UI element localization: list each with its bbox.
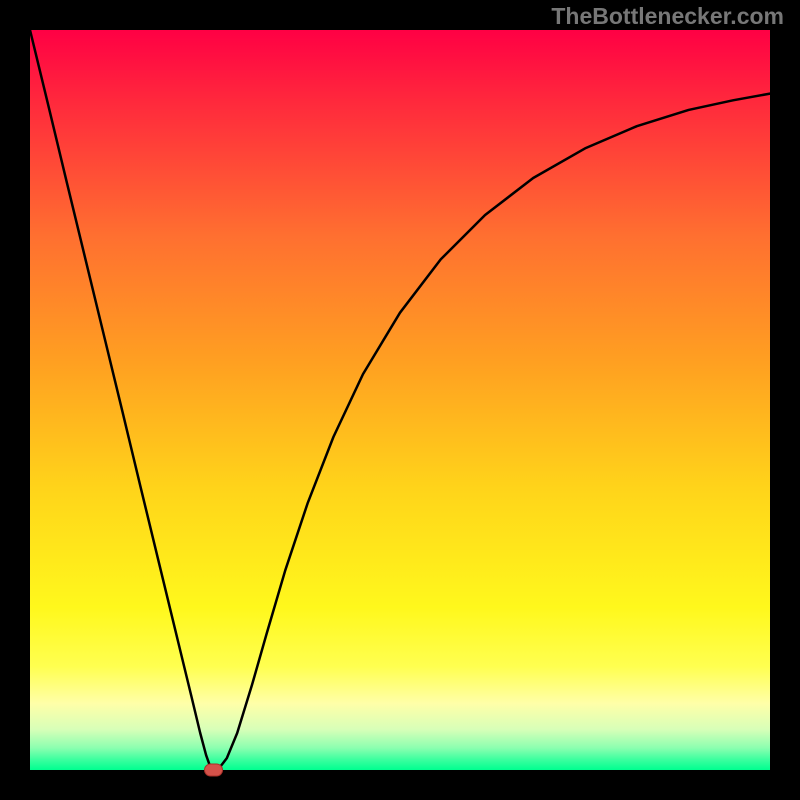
plot-background	[30, 30, 770, 770]
optimal-marker	[205, 764, 223, 776]
watermark-text: TheBottlenecker.com	[551, 3, 784, 30]
chart-container: TheBottlenecker.com	[0, 0, 800, 800]
chart-svg	[0, 0, 800, 800]
